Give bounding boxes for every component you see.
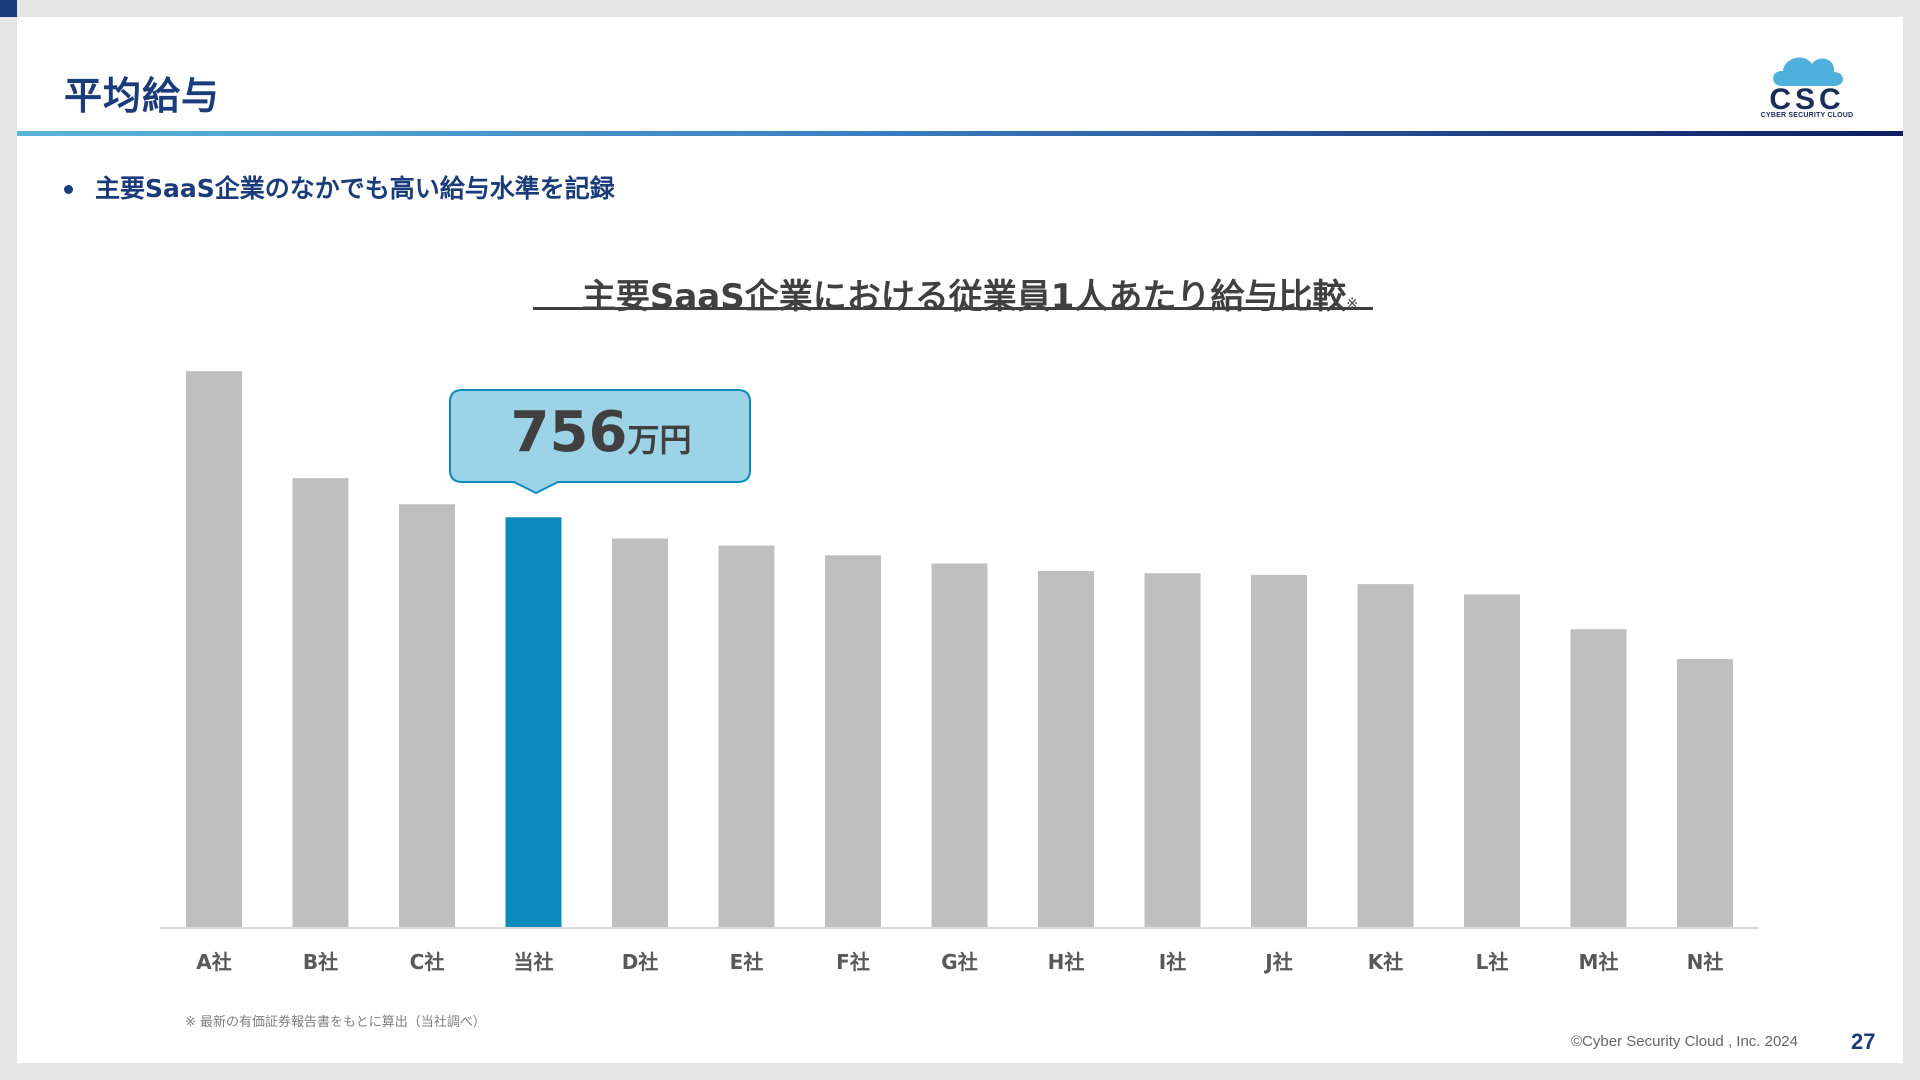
chart-title: 主要SaaS企業における従業員1人あたり給与比較※ xyxy=(550,269,1390,318)
value-callout: 756万円 xyxy=(448,388,754,503)
chart-title-note: ※ xyxy=(1346,296,1359,312)
callout-unit: 万円 xyxy=(627,421,692,459)
bullet-dot-icon xyxy=(64,184,73,194)
x-tick-label: L社 xyxy=(1476,950,1509,974)
bar-3 xyxy=(399,504,455,928)
slide: 平均給与 CSC CYBER SECURITY CLOUD 主要SaaS企業のな… xyxy=(17,17,1903,1063)
bar-10 xyxy=(1144,573,1201,928)
chart-title-text: 主要SaaS企業における従業員1人あたり給与比較 xyxy=(581,277,1347,317)
x-tick-label: H社 xyxy=(1048,950,1085,974)
bar-2 xyxy=(292,478,349,928)
bar-4 xyxy=(505,517,562,928)
bar-12 xyxy=(1357,584,1414,928)
x-tick-label: G社 xyxy=(941,950,977,974)
bar-8 xyxy=(931,563,988,928)
x-tick-label: E社 xyxy=(730,950,764,974)
bar-7 xyxy=(825,555,881,928)
x-tick-label: N社 xyxy=(1687,950,1724,974)
bar-11 xyxy=(1251,574,1307,928)
page-number: 27 xyxy=(1851,1029,1876,1054)
callout-bubble xyxy=(449,389,751,495)
x-tick-label: F社 xyxy=(836,950,870,974)
callout-value: 756万円 xyxy=(448,400,754,465)
bar-6 xyxy=(718,545,775,928)
x-tick-label: J社 xyxy=(1263,950,1292,974)
header-divider xyxy=(17,131,1903,136)
bar-5 xyxy=(612,538,668,928)
bar-chart: A社 B社 C社 当社 D社 E社 F社 G社 H社 I社 J社 K社 L社 M社 N社 xyxy=(160,371,1759,974)
logo-text: CSC xyxy=(1769,83,1844,114)
bullet-point: 主要SaaS企業のなかでも高い給与水準を記録 xyxy=(64,169,615,205)
page-title: 平均給与 xyxy=(64,74,221,118)
chart-title-underline xyxy=(533,307,1373,310)
x-tick-label: K社 xyxy=(1368,950,1404,974)
bar-13 xyxy=(1464,594,1520,928)
x-tick-label: I社 xyxy=(1159,950,1186,974)
bar-9 xyxy=(1038,571,1094,928)
copyright: ©Cyber Security Cloud , Inc. 2024 xyxy=(1571,1033,1798,1050)
cloud-logo-icon: CSC xyxy=(1769,57,1844,116)
bar-1 xyxy=(186,371,242,928)
x-tick-label: B社 xyxy=(303,950,338,974)
logo-caption: CYBER SECURITY CLOUD xyxy=(1760,112,1854,119)
company-logo: CSC CYBER SECURITY CLOUD xyxy=(1752,44,1862,124)
x-tick-label: M社 xyxy=(1579,950,1619,974)
corner-accent xyxy=(0,0,17,17)
callout-number: 756 xyxy=(510,400,628,465)
bar-15 xyxy=(1677,659,1733,928)
x-tick-label: A社 xyxy=(196,950,231,974)
bullet-text: 主要SaaS企業のなかでも高い給与水準を記録 xyxy=(95,174,615,203)
x-tick-label: D社 xyxy=(622,950,659,974)
footnote: ※ 最新の有価証券報告書をもとに算出（当社調べ） xyxy=(185,1015,486,1030)
x-tick-label: 当社 xyxy=(514,950,554,974)
bar-14 xyxy=(1570,629,1627,928)
x-tick-label: C社 xyxy=(410,950,445,974)
x-tick-labels: A社 B社 C社 当社 D社 E社 F社 G社 H社 I社 J社 K社 L社 M社 N社 xyxy=(196,950,1723,974)
bar-group xyxy=(186,371,1733,928)
